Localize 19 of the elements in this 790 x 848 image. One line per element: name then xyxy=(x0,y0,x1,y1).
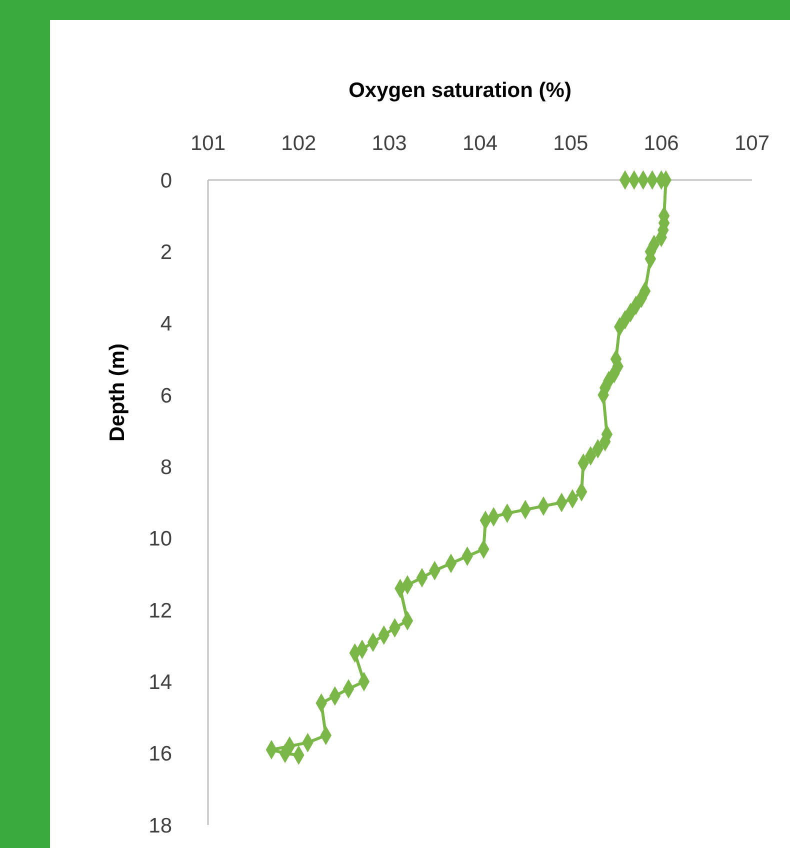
y-tick-label: 18 xyxy=(148,814,172,838)
y-tick-label: 0 xyxy=(160,169,172,192)
x-tick-label: 103 xyxy=(372,132,407,155)
y-tick-label: 2 xyxy=(160,241,172,264)
x-tick-label: 101 xyxy=(190,132,226,155)
x-tick-label: 104 xyxy=(462,132,498,155)
y-tick-label: 16 xyxy=(148,742,172,766)
y-tick-label: 4 xyxy=(160,312,172,336)
x-tick-label: 102 xyxy=(281,132,316,155)
y-tick-label: 6 xyxy=(160,384,172,408)
x-tick-label: 105 xyxy=(553,132,588,155)
x-tick-label: 106 xyxy=(644,132,679,155)
y-tick-label: 8 xyxy=(160,456,172,480)
x-tick-label: 107 xyxy=(734,132,770,155)
y-tick-label: 10 xyxy=(148,528,172,551)
x-axis-title: Oxygen saturation (%) xyxy=(348,79,572,102)
y-tick-label: 14 xyxy=(148,671,172,694)
y-tick-label: 12 xyxy=(148,599,172,622)
y-axis-title: Depth (m) xyxy=(106,344,129,442)
